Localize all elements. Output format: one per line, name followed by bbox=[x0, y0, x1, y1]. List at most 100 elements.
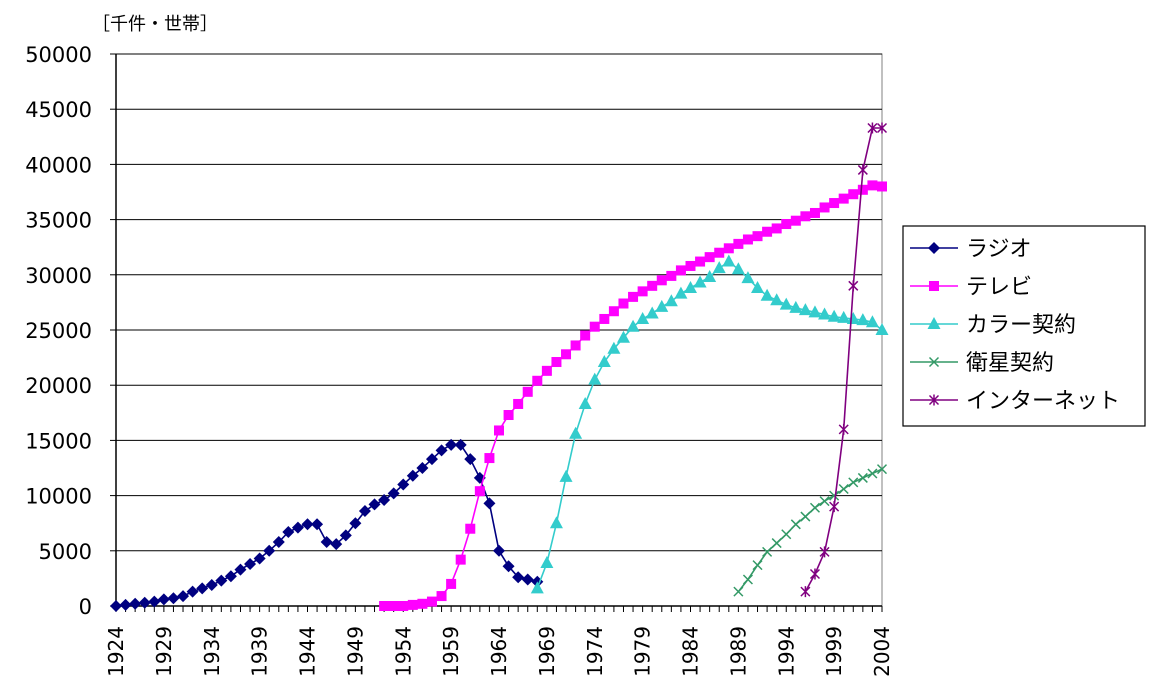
x-tick-label: 1949 bbox=[343, 626, 367, 677]
data-point bbox=[589, 321, 600, 332]
data-point bbox=[483, 497, 496, 510]
data-point bbox=[541, 365, 552, 376]
data-point bbox=[848, 477, 859, 488]
y-axis-unit-label: ［千件・世帯］ bbox=[92, 14, 218, 35]
data-point bbox=[637, 286, 648, 297]
data-point bbox=[378, 494, 391, 507]
data-point bbox=[742, 234, 753, 245]
series-group bbox=[110, 122, 889, 612]
data-point bbox=[723, 243, 734, 254]
data-point bbox=[645, 306, 659, 319]
data-point bbox=[119, 598, 132, 611]
series-line bbox=[536, 260, 883, 589]
data-point bbox=[819, 202, 830, 213]
data-point bbox=[521, 573, 534, 586]
data-point bbox=[215, 574, 228, 587]
data-point bbox=[494, 425, 504, 436]
legend-marker bbox=[929, 281, 939, 291]
y-tick-label: 50000 bbox=[25, 43, 92, 67]
legend-entry: カラー契約 bbox=[910, 313, 1076, 338]
data-point bbox=[790, 215, 801, 226]
x-tick-label: 1959 bbox=[439, 626, 463, 677]
legend-marker bbox=[927, 317, 941, 329]
data-point bbox=[877, 181, 887, 192]
data-point bbox=[616, 330, 630, 343]
data-point bbox=[838, 483, 849, 495]
data-point bbox=[704, 252, 715, 263]
x-axis-ticks: 1924 1929 1934 1939 1944 1949 1954 1959 1964 1969… bbox=[104, 626, 894, 677]
data-point bbox=[666, 270, 677, 281]
data-point bbox=[407, 599, 418, 610]
data-point bbox=[770, 293, 784, 306]
data-point bbox=[578, 396, 592, 409]
data-point bbox=[857, 164, 868, 176]
data-point bbox=[397, 478, 410, 491]
data-point bbox=[502, 560, 515, 573]
x-tick-label: 1999 bbox=[822, 626, 846, 677]
data-point bbox=[837, 310, 851, 323]
data-point bbox=[626, 319, 640, 332]
data-point bbox=[829, 490, 840, 501]
series-5 bbox=[800, 122, 888, 598]
data-point bbox=[618, 298, 629, 309]
data-point bbox=[790, 519, 801, 530]
data-point bbox=[876, 122, 888, 134]
data-point bbox=[819, 496, 830, 507]
data-point bbox=[110, 600, 122, 612]
x-tick-label: 1984 bbox=[679, 626, 703, 677]
y-tick-label: 20000 bbox=[25, 374, 92, 398]
data-point bbox=[436, 591, 447, 602]
y-tick-label: 35000 bbox=[25, 209, 92, 233]
data-point bbox=[693, 275, 707, 288]
y-axis-ticks: 0 5000 10000 15000 20000 25000 30000 35000 40000… bbox=[25, 43, 92, 619]
data-point bbox=[522, 386, 533, 397]
x-tick-label: 1989 bbox=[726, 626, 750, 677]
data-point bbox=[762, 546, 773, 557]
data-point bbox=[559, 469, 573, 482]
data-point bbox=[417, 598, 428, 609]
y-tick-label: 15000 bbox=[25, 429, 92, 453]
legend-marker bbox=[928, 394, 940, 406]
x-tick-label: 1929 bbox=[152, 626, 176, 677]
data-point bbox=[253, 552, 266, 565]
data-point bbox=[358, 505, 371, 518]
data-point bbox=[781, 529, 792, 540]
data-point bbox=[628, 291, 639, 302]
y-tick-label: 30000 bbox=[25, 264, 92, 288]
data-point bbox=[829, 198, 840, 209]
data-point bbox=[445, 438, 458, 451]
y-tick-label: 5000 bbox=[39, 540, 92, 564]
data-point bbox=[809, 568, 821, 580]
data-point bbox=[685, 260, 696, 271]
data-point bbox=[808, 305, 822, 318]
data-point bbox=[857, 472, 868, 483]
x-tick-label: 1969 bbox=[535, 626, 559, 677]
legend-marker bbox=[928, 356, 940, 368]
series-3 bbox=[530, 254, 889, 594]
series-1 bbox=[110, 438, 544, 612]
data-point bbox=[263, 544, 276, 557]
data-point bbox=[875, 323, 889, 335]
data-point bbox=[800, 511, 811, 522]
data-point bbox=[493, 544, 505, 557]
data-point bbox=[865, 315, 879, 328]
data-point bbox=[664, 294, 678, 307]
data-point bbox=[580, 330, 591, 341]
x-tick-label: 1954 bbox=[391, 626, 415, 677]
data-point bbox=[714, 247, 725, 258]
legend-label: カラー契約 bbox=[966, 313, 1076, 338]
data-point bbox=[848, 280, 859, 292]
data-point bbox=[751, 281, 765, 294]
data-point bbox=[224, 570, 237, 583]
data-point bbox=[157, 593, 170, 606]
data-point bbox=[549, 516, 563, 529]
data-point bbox=[406, 469, 419, 482]
y-tick-label: 45000 bbox=[25, 98, 92, 122]
x-tick-label: 1994 bbox=[774, 626, 798, 677]
data-point bbox=[569, 426, 583, 439]
data-point bbox=[867, 180, 878, 191]
data-point bbox=[675, 265, 686, 276]
x-tick-label: 1979 bbox=[631, 626, 655, 677]
data-point bbox=[607, 341, 621, 354]
data-point bbox=[752, 560, 763, 571]
